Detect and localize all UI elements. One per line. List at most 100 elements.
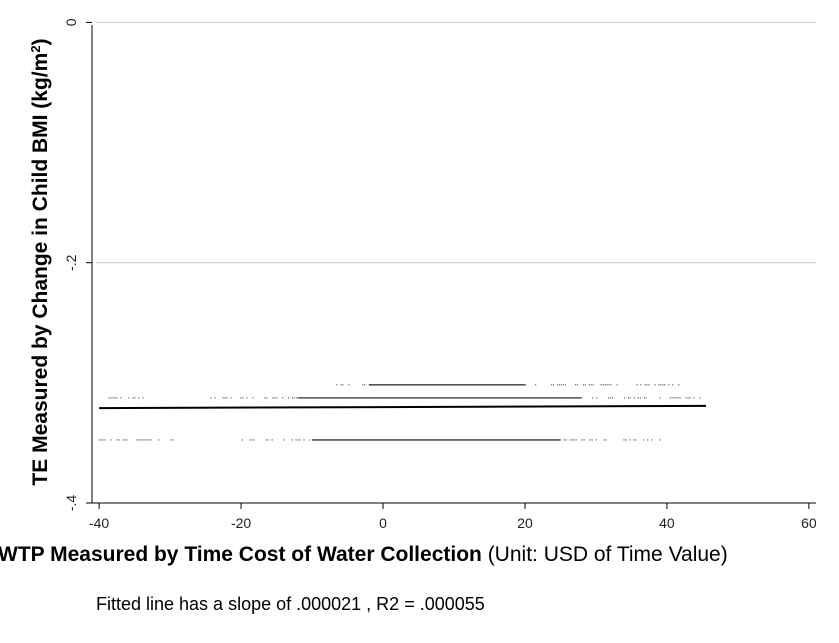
data-point [253,439,255,441]
data-point [581,439,583,441]
data-point [120,397,122,399]
fitted-line [99,404,706,410]
data-point [644,384,646,386]
y-tick-label: -.2 [63,254,79,271]
data-point [669,397,671,399]
data-point [699,397,701,399]
data-point [629,439,631,441]
data-point [584,384,586,386]
data-point [639,397,641,399]
data-point [98,439,100,441]
data-point [616,384,618,386]
data-point [582,384,584,386]
data-point [689,397,691,399]
data-point [592,384,594,386]
data-point [592,397,594,399]
grid-lines [96,21,816,504]
data-point [140,439,142,441]
data-point [295,397,298,399]
data-point [571,439,573,441]
data-point [265,439,267,441]
data-point [264,397,266,399]
data-point [646,384,648,386]
data-point [136,439,138,441]
data-point [282,397,284,399]
data-point [362,384,364,386]
data-point [348,384,350,386]
data-point [252,397,254,399]
data-point [659,439,661,441]
data-point [271,439,273,441]
data-point [662,384,664,386]
y-axis-title-superscript: 2 [28,45,43,52]
data-point [104,439,106,441]
data-point [603,439,605,441]
data-point [214,397,216,399]
data-point [108,397,110,399]
data-point [118,439,120,441]
data-point [116,439,118,441]
data-point [309,439,311,441]
data-point [636,384,638,386]
y-axis-title-close: ) [29,38,52,45]
data-point [556,384,559,386]
data-point [635,439,637,441]
y-tick-label: -.4 [63,495,79,512]
data-point [637,397,640,399]
data-point [128,397,130,399]
fit-note: Fitted line has a slope of .000021 , R2 … [96,594,485,614]
x-axis-title: WTP Measured by Time Cost of Water Colle… [0,543,728,566]
y-axis-title-main: TE Measured by Change in Child BMI (kg/m [29,53,52,486]
data-point [569,439,571,441]
data-point [142,397,144,399]
data-point [240,397,242,399]
data-point [623,439,625,441]
data-point [272,397,274,399]
fitted-line-group [99,404,706,410]
data-point [134,397,136,399]
data-point [170,439,172,441]
data-point [658,384,660,386]
data-point [679,397,681,399]
data-point [687,397,689,399]
data-point [589,439,591,441]
data-point [606,384,608,386]
data-point [276,397,278,399]
data-point [654,384,656,386]
data-point [583,439,585,441]
data-point [588,384,590,386]
data-point [172,439,174,441]
data-point [112,397,114,399]
x-tick-label: -40 [89,515,109,531]
data-point [132,397,134,399]
data-point [274,397,276,399]
data-point [142,439,144,441]
data-point [116,397,118,399]
data-point [562,384,565,386]
data-point [251,439,253,441]
y-axis-title: TE Measured by Change in Child BMI (kg/m… [28,38,53,485]
data-point [249,439,251,441]
data-point [291,397,294,399]
data-point [222,397,224,399]
data-point [336,384,338,386]
data-point [246,397,248,399]
data-point [633,439,635,441]
data-point [643,439,645,441]
data-point [552,384,555,386]
data-point [224,397,226,399]
data-point [643,397,645,399]
data-point [303,439,305,441]
data-point [124,439,126,441]
data-point [241,439,243,441]
x-axis-title-unit: (Unit: USD of Time Value) [482,543,728,566]
data-point [659,397,661,399]
x-tick-label: -20 [231,515,251,531]
data-points [98,383,701,441]
data-point [596,397,598,399]
data-point [146,439,148,441]
data-point [550,384,553,386]
data-point [625,439,627,441]
data-point [611,397,614,399]
